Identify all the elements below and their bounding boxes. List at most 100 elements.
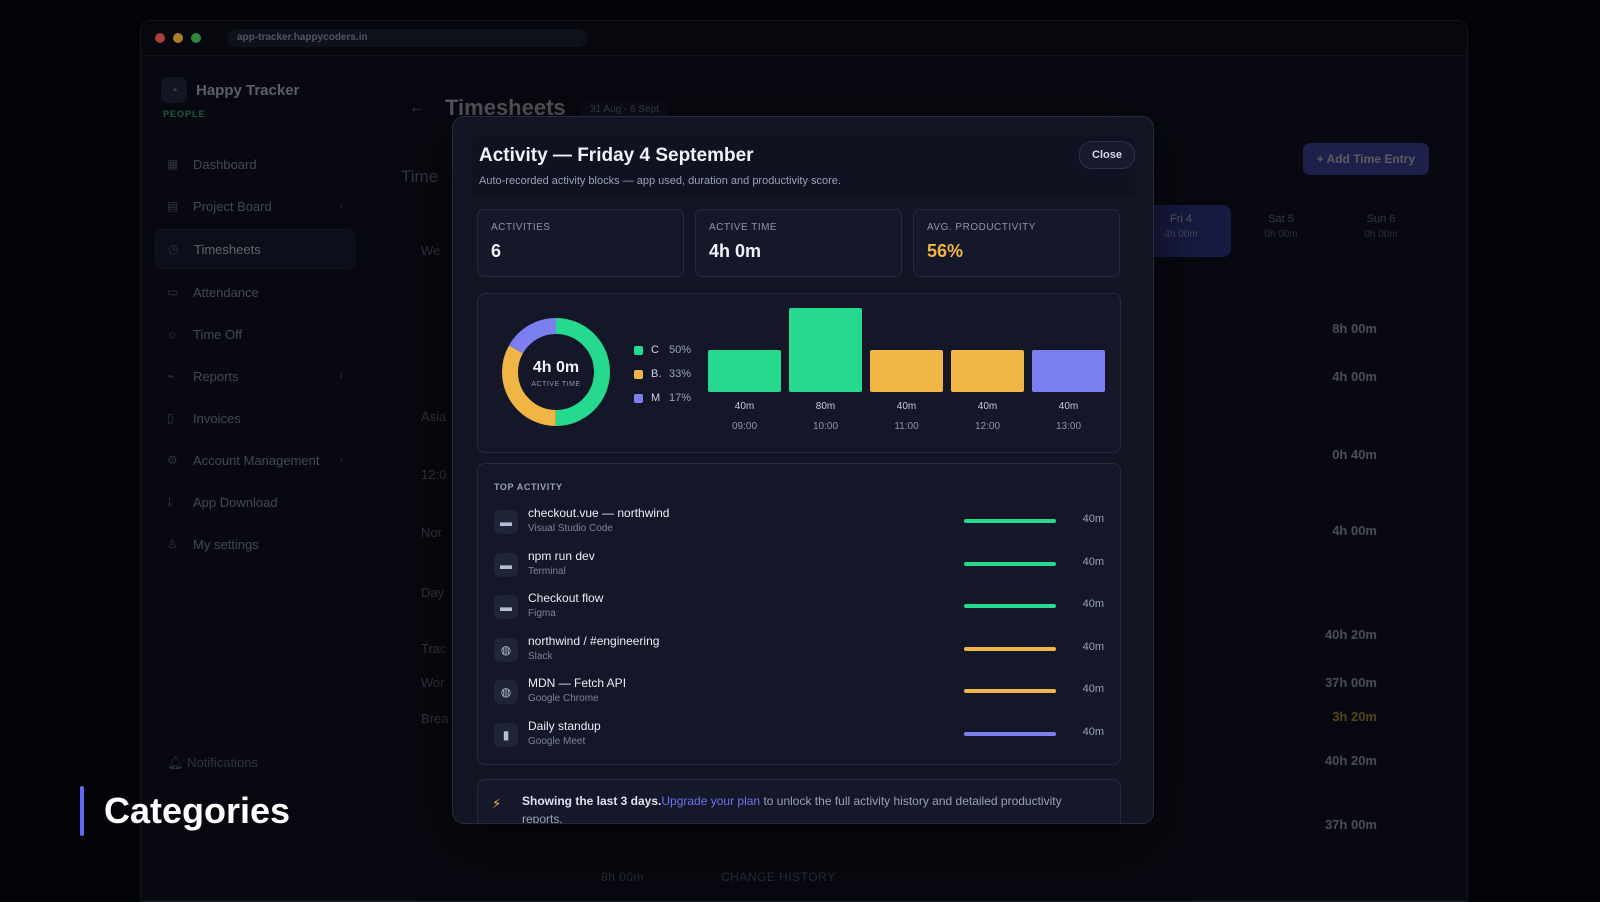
activity-duration-bar [964,519,1056,523]
activity-duration: 40m [1082,513,1104,525]
notifications-link[interactable]: 🔔︎ Notifications [167,755,258,770]
brand-subtitle: PEOPLE [163,109,206,119]
hours-value: 37h 00m [1324,817,1377,832]
activity-row[interactable]: ▬ checkout.vue — northwind Visual Studio C… [494,504,1104,547]
sidebar-item-label: Attendance [193,284,259,300]
activity-row[interactable]: ▬ npm run dev Terminal 40m [494,547,1104,590]
day-selector: Fri 4 4h 00m Sat 5 0h 00m Sun 6 0h 00m [1131,205,1431,257]
day-name: Sat 5 [1268,213,1294,225]
globe-icon: ◍ [494,637,518,662]
legend-swatch [634,369,643,379]
sun-icon: ☼ [167,327,178,341]
donut-center-label: ACTIVE TIME [531,381,580,388]
activity-app: Slack [528,650,553,662]
activity-duration: 40m [1082,725,1104,738]
sidebar-item-app-download[interactable]: ⤓ App Download [155,483,355,521]
sidebar-item-account-management[interactable]: ⚙ Account Management › [155,441,355,479]
sidebar-item-reports[interactable]: ⌁ Reports › [155,357,355,395]
legend-item: B. 33% [634,362,691,386]
activity-app: Google Meet [528,735,586,747]
sidebar-item-attendance[interactable]: ▭ Attendance [155,273,355,311]
chevron-right-icon: › [339,454,343,466]
laptop-icon: ▬ [494,552,518,577]
activity-modal: Activity — Friday 4 September Auto-recor… [452,116,1154,824]
fragment-text: 12:0 [421,467,447,482]
hours-value: 4h 00m [1332,369,1377,384]
day-hours: 0h 00m [1364,229,1398,240]
stat-avg-productivity: AVG. PRODUCTIVITY 56% [913,209,1120,277]
download-icon: ⤓ [167,494,173,509]
stat-label: ACTIVITIES [491,222,551,233]
sidebar-item-timesheets[interactable]: ◷ Timesheets [155,229,355,269]
activity-row[interactable]: ◍ northwind / #engineering Slack 40m [494,632,1104,675]
add-time-entry-button[interactable]: + Add Time Entry [1302,143,1429,175]
grid-icon: ▦ [167,157,179,171]
fragment-text: Time [401,167,439,186]
bar-13:00[interactable] [1032,350,1105,392]
legend-item: M 17% [634,386,691,410]
mic-icon: ▮ [494,722,518,747]
chevron-right-icon: › [339,370,343,382]
hours-value: 3h 20m [1332,709,1377,724]
sidebar-item-time-off[interactable]: ☼ Time Off [155,315,355,353]
legend-name: B. [651,368,662,380]
bar-tick-label: 13:00 [1056,421,1081,432]
fragment-text: Trac [421,641,447,656]
bar-12:00[interactable] [951,350,1024,392]
fragment-text: Nor [421,525,442,540]
close-window-button[interactable] [155,33,165,43]
day-name: Fri 4 [1170,213,1192,225]
bar-tick-label: 12:00 [975,421,1000,432]
modal-subtitle: Auto-recorded activity blocks — app used… [479,175,841,187]
laptop-icon: ▬ [494,595,518,619]
calendar-icon: ▭ [167,285,179,299]
maximize-window-button[interactable] [191,33,201,43]
sidebar: ◔ Happy Tracker PEOPLE ▦ Dashboard ▤ Projec… [141,55,369,901]
activity-duration-bar [964,689,1056,693]
activity-row[interactable]: ▬ Checkout flow Figma 40m [494,589,1104,632]
chevron-right-icon: › [339,200,343,212]
bell-icon: 🔔︎ [167,755,184,770]
video-caption: Categories [80,786,290,836]
stat-active-time: ACTIVE TIME 4h 0m [695,209,902,277]
sidebar-item-my-settings[interactable]: ♙ My settings [155,525,355,563]
brand[interactable]: ◔ Happy Tracker [161,77,369,103]
stat-activities: ACTIVITIES 6 [477,209,684,277]
bar-11:00[interactable] [870,350,943,392]
bar-value-label: 80m [816,401,835,412]
activity-app: Figma [528,608,556,619]
hours-value: 0h 40m [1332,447,1377,462]
upgrade-link[interactable]: Upgrade your plan [661,794,761,808]
notice-rest: to unlock the full activity history and … [522,794,1062,824]
sidebar-item-invoices[interactable]: ▯ Invoices [155,399,355,437]
footer-time: 8h 00m [601,870,645,884]
stat-label: ACTIVE TIME [709,222,778,233]
bar-value-label: 40m [897,401,916,412]
legend-swatch [634,345,643,355]
activity-row[interactable]: ▮ Daily standup Google Meet 40m [494,717,1104,760]
minimize-window-button[interactable] [173,33,183,43]
bar-tick-label: 10:00 [813,421,838,432]
bar-09:00[interactable] [708,350,781,392]
bar-10:00[interactable] [789,308,862,392]
activity-name: Checkout flow [528,591,604,605]
activity-name: npm run dev [528,548,595,563]
donut-slice-B. [502,318,610,426]
date-range: 31 Aug - 6 Sept [581,101,668,118]
legend-percent: 17% [669,392,692,404]
sidebar-item-project-board[interactable]: ▤ Project Board › [155,187,355,225]
sidebar-item-label: Timesheets [194,241,261,257]
sidebar-item-label: Time Off [193,326,243,342]
sidebar-item-dashboard[interactable]: ▦ Dashboard [155,145,355,183]
activity-row[interactable]: ◍ MDN — Fetch API Google Chrome 40m [494,674,1104,717]
donut-center-value: 4h 0m [533,359,579,376]
hours-value: 40h 20m [1324,753,1377,768]
day-tab[interactable]: Sun 6 0h 00m [1331,205,1431,257]
close-button[interactable]: Close [1079,141,1135,169]
address-bar[interactable]: app-tracker.happycoders.in [227,29,587,47]
activity-duration-bar [964,561,1056,566]
back-arrow-icon[interactable]: ← [409,99,425,116]
hourly-bar-chart: 40m 09:00 80m 10:00 40m 11:00 40m 12:00 40m 13:00 [708,308,1105,432]
day-tab[interactable]: Sat 5 0h 00m [1231,205,1331,257]
modal-header: Activity — Friday 4 September Auto-recor… [471,135,1135,197]
